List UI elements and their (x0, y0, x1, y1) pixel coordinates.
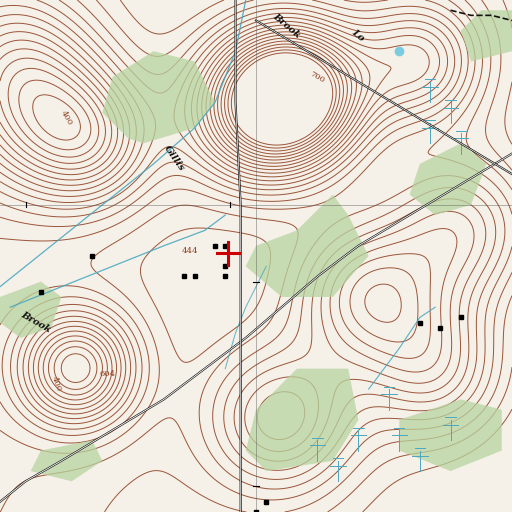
Text: Lo: Lo (350, 28, 367, 44)
Text: 400: 400 (59, 109, 74, 126)
Polygon shape (31, 440, 102, 481)
Text: Brook: Brook (19, 310, 52, 335)
Polygon shape (0, 282, 61, 338)
Text: Brook: Brook (271, 11, 302, 40)
Text: 444: 444 (181, 247, 198, 255)
Polygon shape (246, 369, 358, 471)
Polygon shape (102, 51, 215, 143)
Text: Gillis: Gillis (162, 144, 186, 173)
Polygon shape (410, 143, 486, 215)
Text: 700: 700 (309, 69, 326, 84)
Polygon shape (246, 195, 369, 297)
Polygon shape (461, 10, 512, 61)
Polygon shape (399, 399, 502, 471)
Text: 400: 400 (50, 375, 63, 393)
Text: 604: 604 (99, 370, 116, 378)
